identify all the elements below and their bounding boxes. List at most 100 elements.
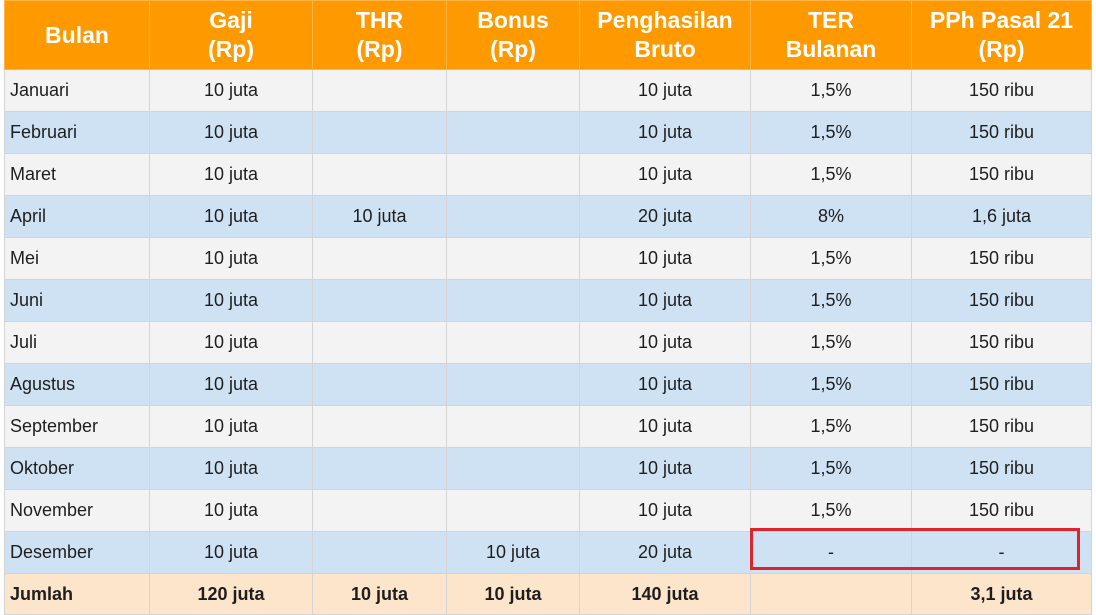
cell-gaji: 10 juta — [150, 532, 313, 574]
header-row: Bulan Gaji (Rp) THR (Rp) Bonus (Rp) Peng… — [5, 1, 1092, 70]
cell-thr — [313, 70, 447, 112]
cell-gaji: 10 juta — [150, 490, 313, 532]
total-ter — [751, 574, 912, 615]
cell-pph21: 150 ribu — [912, 406, 1092, 448]
table-row: Desember 10 juta 10 juta 20 juta - - — [5, 532, 1092, 574]
cell-bruto: 10 juta — [580, 490, 751, 532]
cell-ter: 1,5% — [751, 406, 912, 448]
cell-bonus — [447, 280, 580, 322]
cell-bulan: Juli — [5, 322, 150, 364]
cell-thr — [313, 238, 447, 280]
cell-gaji: 10 juta — [150, 154, 313, 196]
cell-pph21: 1,6 juta — [912, 196, 1092, 238]
cell-thr — [313, 406, 447, 448]
pph21-table: Bulan Gaji (Rp) THR (Rp) Bonus (Rp) Peng… — [4, 0, 1092, 615]
header-thr: THR (Rp) — [313, 1, 447, 70]
cell-thr — [313, 490, 447, 532]
cell-bruto: 10 juta — [580, 448, 751, 490]
table-row: Mei 10 juta 10 juta 1,5% 150 ribu — [5, 238, 1092, 280]
cell-pph21: 150 ribu — [912, 280, 1092, 322]
cell-gaji: 10 juta — [150, 406, 313, 448]
cell-gaji: 10 juta — [150, 448, 313, 490]
cell-bonus — [447, 322, 580, 364]
cell-bruto: 10 juta — [580, 112, 751, 154]
cell-bonus — [447, 70, 580, 112]
cell-bruto: 10 juta — [580, 154, 751, 196]
table-row: Agustus 10 juta 10 juta 1,5% 150 ribu — [5, 364, 1092, 406]
cell-bruto: 10 juta — [580, 364, 751, 406]
cell-ter: 1,5% — [751, 364, 912, 406]
cell-bulan: Oktober — [5, 448, 150, 490]
cell-gaji: 10 juta — [150, 364, 313, 406]
header-pph-pasal-21: PPh Pasal 21 (Rp) — [912, 1, 1092, 70]
cell-gaji: 10 juta — [150, 70, 313, 112]
header-ter-bulanan: TER Bulanan — [751, 1, 912, 70]
cell-bulan: September — [5, 406, 150, 448]
cell-gaji: 10 juta — [150, 322, 313, 364]
total-bonus: 10 juta — [447, 574, 580, 615]
cell-gaji: 10 juta — [150, 112, 313, 154]
table-row: Januari 10 juta 10 juta 1,5% 150 ribu — [5, 70, 1092, 112]
header-penghasilan-bruto: Penghasilan Bruto — [580, 1, 751, 70]
cell-bonus — [447, 238, 580, 280]
cell-ter: 1,5% — [751, 322, 912, 364]
header-bulan: Bulan — [5, 1, 150, 70]
cell-thr — [313, 364, 447, 406]
cell-bulan: Agustus — [5, 364, 150, 406]
table-row: Juli 10 juta 10 juta 1,5% 150 ribu — [5, 322, 1092, 364]
cell-gaji: 10 juta — [150, 196, 313, 238]
cell-bulan: Februari — [5, 112, 150, 154]
cell-gaji: 10 juta — [150, 238, 313, 280]
header-gaji: Gaji (Rp) — [150, 1, 313, 70]
cell-pph21: 150 ribu — [912, 154, 1092, 196]
cell-pph21: - — [912, 532, 1092, 574]
cell-pph21: 150 ribu — [912, 364, 1092, 406]
cell-bruto: 10 juta — [580, 70, 751, 112]
cell-pph21: 150 ribu — [912, 70, 1092, 112]
total-thr: 10 juta — [313, 574, 447, 615]
table-row: Oktober 10 juta 10 juta 1,5% 150 ribu — [5, 448, 1092, 490]
cell-thr — [313, 322, 447, 364]
cell-bonus — [447, 112, 580, 154]
cell-pph21: 150 ribu — [912, 490, 1092, 532]
cell-ter: 1,5% — [751, 280, 912, 322]
cell-thr — [313, 280, 447, 322]
cell-bonus — [447, 364, 580, 406]
total-bruto: 140 juta — [580, 574, 751, 615]
cell-ter: 1,5% — [751, 238, 912, 280]
table-row: November 10 juta 10 juta 1,5% 150 ribu — [5, 490, 1092, 532]
cell-ter: 1,5% — [751, 448, 912, 490]
cell-bruto: 10 juta — [580, 406, 751, 448]
cell-bulan: Mei — [5, 238, 150, 280]
cell-bulan: November — [5, 490, 150, 532]
cell-bonus — [447, 448, 580, 490]
cell-ter: 1,5% — [751, 70, 912, 112]
cell-bonus — [447, 490, 580, 532]
cell-ter: 8% — [751, 196, 912, 238]
cell-thr — [313, 532, 447, 574]
table-row: April 10 juta 10 juta 20 juta 8% 1,6 juta — [5, 196, 1092, 238]
cell-ter: 1,5% — [751, 112, 912, 154]
cell-ter: - — [751, 532, 912, 574]
cell-thr — [313, 112, 447, 154]
header-bonus: Bonus (Rp) — [447, 1, 580, 70]
cell-pph21: 150 ribu — [912, 112, 1092, 154]
table-footer: Jumlah 120 juta 10 juta 10 juta 140 juta… — [5, 574, 1092, 615]
cell-bulan: Desember — [5, 532, 150, 574]
cell-gaji: 10 juta — [150, 280, 313, 322]
cell-bulan: Januari — [5, 70, 150, 112]
cell-ter: 1,5% — [751, 490, 912, 532]
cell-bruto: 20 juta — [580, 196, 751, 238]
cell-thr — [313, 154, 447, 196]
total-pph21: 3,1 juta — [912, 574, 1092, 615]
cell-pph21: 150 ribu — [912, 448, 1092, 490]
cell-thr: 10 juta — [313, 196, 447, 238]
cell-bonus: 10 juta — [447, 532, 580, 574]
table-row: Februari 10 juta 10 juta 1,5% 150 ribu — [5, 112, 1092, 154]
cell-thr — [313, 448, 447, 490]
table-header: Bulan Gaji (Rp) THR (Rp) Bonus (Rp) Peng… — [5, 1, 1092, 70]
cell-bulan: Maret — [5, 154, 150, 196]
cell-pph21: 150 ribu — [912, 238, 1092, 280]
total-gaji: 120 juta — [150, 574, 313, 615]
table-row: September 10 juta 10 juta 1,5% 150 ribu — [5, 406, 1092, 448]
